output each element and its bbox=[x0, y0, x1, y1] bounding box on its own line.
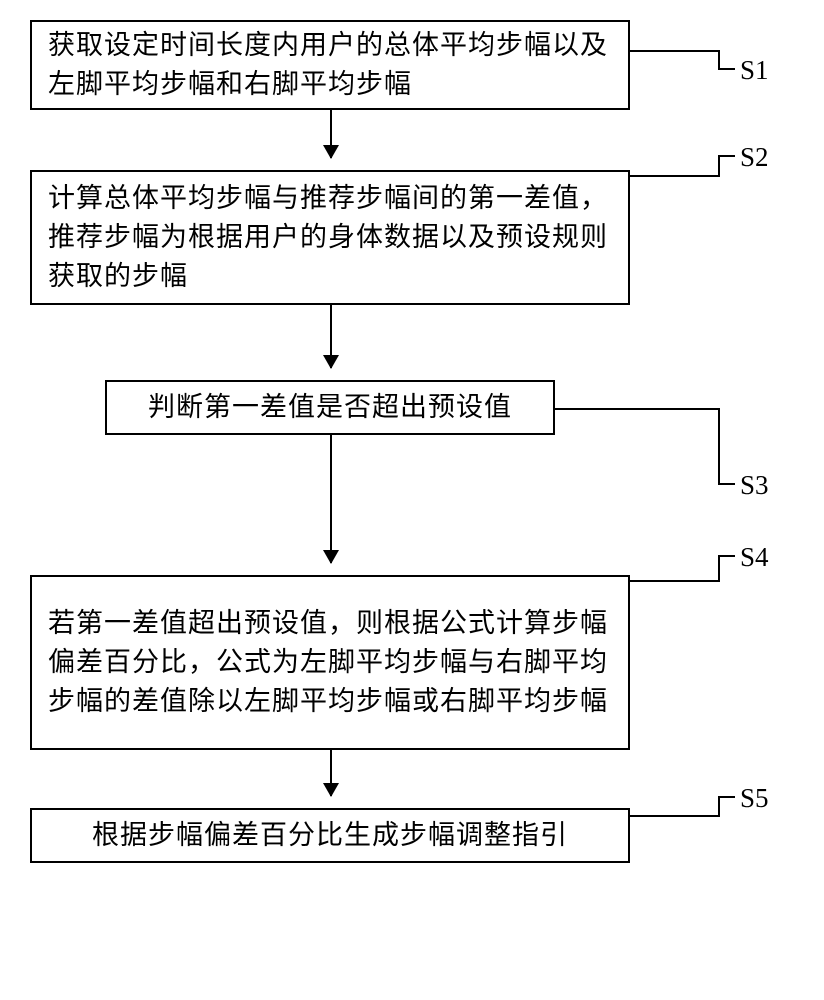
flowchart-node-s2: 计算总体平均步幅与推荐步幅间的第一差值，推荐步幅为根据用户的身体数据以及预设规则… bbox=[30, 170, 630, 305]
connector-line bbox=[718, 796, 720, 817]
node-text: 根据步幅偏差百分比生成步幅调整指引 bbox=[92, 816, 568, 855]
connector-line bbox=[718, 555, 735, 557]
arrow-s4-s5 bbox=[330, 750, 332, 796]
connector-line bbox=[630, 50, 720, 52]
flowchart-node-s4: 若第一差值超出预设值，则根据公式计算步幅偏差百分比，公式为左脚平均步幅与右脚平均… bbox=[30, 575, 630, 750]
connector-line bbox=[630, 175, 720, 177]
connector-line bbox=[718, 50, 720, 68]
label-s3: S3 bbox=[740, 470, 769, 501]
connector-line bbox=[555, 408, 720, 410]
arrow-s2-s3 bbox=[330, 305, 332, 368]
connector-line bbox=[718, 796, 735, 798]
connector-line bbox=[718, 555, 720, 582]
node-text: 计算总体平均步幅与推荐步幅间的第一差值，推荐步幅为根据用户的身体数据以及预设规则… bbox=[48, 179, 612, 296]
connector-line bbox=[718, 68, 735, 70]
connector-line bbox=[630, 580, 720, 582]
connector-line bbox=[718, 483, 735, 485]
flowchart-container: 获取设定时间长度内用户的总体平均步幅以及左脚平均步幅和右脚平均步幅 计算总体平均… bbox=[0, 0, 824, 1000]
label-s2: S2 bbox=[740, 142, 769, 173]
label-s5: S5 bbox=[740, 783, 769, 814]
node-text: 若第一差值超出预设值，则根据公式计算步幅偏差百分比，公式为左脚平均步幅与右脚平均… bbox=[48, 604, 612, 721]
label-s1: S1 bbox=[740, 55, 769, 86]
node-text: 判断第一差值是否超出预设值 bbox=[148, 388, 512, 427]
node-text: 获取设定时间长度内用户的总体平均步幅以及左脚平均步幅和右脚平均步幅 bbox=[48, 26, 612, 104]
arrow-s1-s2 bbox=[330, 110, 332, 158]
arrow-s3-s4 bbox=[330, 435, 332, 563]
connector-line bbox=[718, 155, 720, 177]
flowchart-node-s5: 根据步幅偏差百分比生成步幅调整指引 bbox=[30, 808, 630, 863]
connector-line bbox=[630, 815, 720, 817]
flowchart-node-s1: 获取设定时间长度内用户的总体平均步幅以及左脚平均步幅和右脚平均步幅 bbox=[30, 20, 630, 110]
label-s4: S4 bbox=[740, 542, 769, 573]
connector-line bbox=[718, 408, 720, 483]
connector-line bbox=[718, 155, 735, 157]
flowchart-node-s3: 判断第一差值是否超出预设值 bbox=[105, 380, 555, 435]
